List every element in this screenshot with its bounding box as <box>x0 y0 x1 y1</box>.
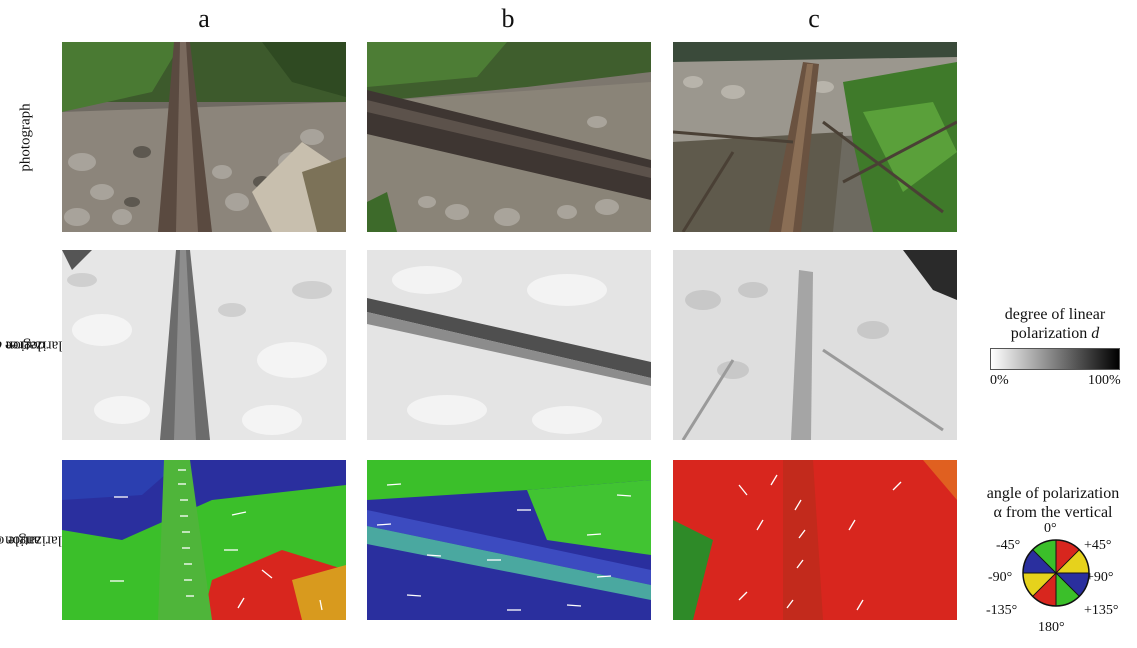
aop-legend-line1: angle of polarization <box>986 485 1120 502</box>
aop-tick-top-left: -45° <box>996 538 1021 553</box>
column-title-c: c <box>808 4 820 33</box>
dolp-colorbar <box>990 348 1120 370</box>
dolp-legend-line2: polarization d <box>1010 325 1100 342</box>
aop-tick-top-right: +45° <box>1084 538 1112 553</box>
aop-a <box>62 460 346 620</box>
aop-tick-bottom-right: +135° <box>1084 603 1119 618</box>
aop-wheel-sector <box>1023 573 1056 597</box>
aop-legend-title: angle of polarization α from the vertica… <box>970 484 1136 522</box>
row-label-photograph: photograph <box>17 102 34 172</box>
dolp-max-label: 100% <box>1088 373 1121 388</box>
aop-wheel-sector <box>1056 540 1080 573</box>
dolp-legend-line1: degree of linear <box>1004 306 1106 323</box>
photo-b <box>367 42 651 232</box>
dolp-legend-title: degree of linear polarization d <box>975 305 1135 343</box>
aop-tick-top: 0° <box>1044 521 1057 536</box>
column-title-a: a <box>198 4 210 33</box>
photo-a <box>62 42 346 232</box>
dolp-a <box>62 250 346 440</box>
aop-tick-bottom: 180° <box>1038 620 1065 635</box>
aop-tick-bottom-left: -135° <box>986 603 1018 618</box>
aop-tick-left: -90° <box>988 570 1013 585</box>
row-label-angle: angle of polarization α <box>0 460 77 620</box>
aop-wheel-sector <box>1032 540 1056 573</box>
aop-wheel-sector <box>1032 573 1056 606</box>
aop-wheel-sector <box>1056 573 1089 597</box>
aop-wheel-sector <box>1056 549 1089 573</box>
aop-legend-line2: α from the vertical <box>993 504 1113 521</box>
dolp-min-label: 0% <box>990 373 1009 388</box>
photo-c <box>673 42 957 232</box>
aop-b <box>367 460 651 620</box>
column-title-b: b <box>501 4 515 33</box>
aop-c <box>673 460 957 620</box>
aop-tick-right: +90° <box>1086 570 1114 585</box>
aop-wheel-sectors <box>1023 540 1089 606</box>
dolp-c <box>673 250 957 440</box>
row-label-degree: degree of polarization d <box>0 250 77 440</box>
aop-wheel-divider <box>1032 549 1080 597</box>
dolp-b <box>367 250 651 440</box>
aop-wheel-sector <box>1023 549 1056 573</box>
aop-wheel-sector <box>1056 573 1080 606</box>
aop-color-wheel <box>1022 539 1090 607</box>
